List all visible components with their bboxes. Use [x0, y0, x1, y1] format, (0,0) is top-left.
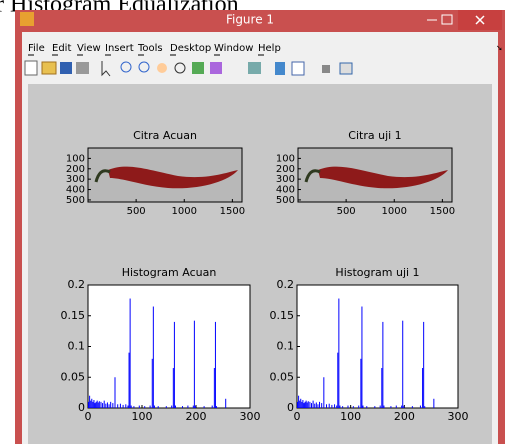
y-tick-label: 0.2: [277, 278, 295, 291]
menu-arrow: ➘: [496, 44, 503, 53]
x-tick-label: 300: [448, 410, 469, 423]
chili-image: [318, 166, 448, 189]
chili-stem: [94, 169, 111, 183]
y-tick-label: 0.15: [270, 309, 295, 322]
axes-background: [296, 284, 459, 409]
menu-item[interactable]: File: [28, 43, 45, 54]
x-tick-label: 500: [127, 206, 146, 217]
axes-title: Histogram uji 1: [335, 266, 419, 279]
x-tick-label: 0: [85, 410, 92, 423]
y-tick-label: 300: [66, 174, 85, 185]
y-tick-label: 100: [276, 153, 295, 164]
y-tick-label: 500: [66, 195, 85, 206]
y-tick-label: 100: [66, 153, 85, 164]
y-tick-label: 0.15: [61, 309, 86, 322]
chili-stem: [304, 169, 321, 183]
y-tick-label: 300: [276, 174, 295, 185]
x-tick-label: 100: [132, 410, 153, 423]
y-tick-label: 500: [276, 195, 295, 206]
axes-title: Citra Acuan: [133, 129, 197, 142]
menu-item[interactable]: Desktop: [170, 43, 211, 54]
menu-item[interactable]: Window: [214, 43, 253, 54]
axes-background: [87, 284, 251, 409]
chili-image: [108, 166, 238, 189]
axes-box: [297, 147, 453, 203]
close-icon: [475, 15, 485, 25]
window-title: Figure 1: [226, 13, 274, 27]
x-tick-label: 200: [186, 410, 207, 423]
y-tick-label: 200: [276, 164, 295, 175]
x-tick-label: 1500: [430, 206, 455, 217]
x-tick-label: 1000: [172, 206, 197, 217]
y-tick-label: 0.1: [277, 340, 295, 353]
axes-box: [87, 147, 243, 203]
menu-item[interactable]: Tools: [137, 43, 163, 54]
y-tick-label: 400: [66, 185, 85, 196]
x-tick-label: 200: [394, 410, 415, 423]
y-tick-label: 0.05: [61, 370, 86, 383]
x-tick-label: 0: [294, 410, 301, 423]
maximize-button[interactable]: [441, 14, 453, 25]
x-tick-label: 1000: [382, 206, 407, 217]
x-tick-label: 500: [337, 206, 356, 217]
window-icon: [20, 12, 34, 26]
y-tick-label: 0: [78, 401, 85, 414]
y-tick-label: 0: [287, 401, 294, 414]
y-tick-label: 0.05: [270, 370, 295, 383]
x-tick-label: 300: [240, 410, 261, 423]
axes-title: Citra uji 1: [348, 129, 401, 142]
menu-bar: File Edit View Insert Tools Desktop Window Help: [28, 43, 281, 56]
x-tick-label: 1500: [220, 206, 245, 217]
y-tick-label: 0.2: [68, 278, 86, 291]
y-tick-label: 400: [276, 185, 295, 196]
menu-item[interactable]: Insert: [105, 43, 134, 54]
axes-title: Histogram Acuan: [122, 266, 217, 279]
toolbar: [24, 60, 353, 77]
y-tick-label: 0.1: [68, 340, 86, 353]
menu-item[interactable]: View: [77, 43, 101, 54]
menu-item[interactable]: Help: [258, 43, 281, 54]
x-tick-label: 100: [340, 410, 361, 423]
menu-item[interactable]: Edit: [52, 43, 71, 54]
y-tick-label: 200: [66, 164, 85, 175]
